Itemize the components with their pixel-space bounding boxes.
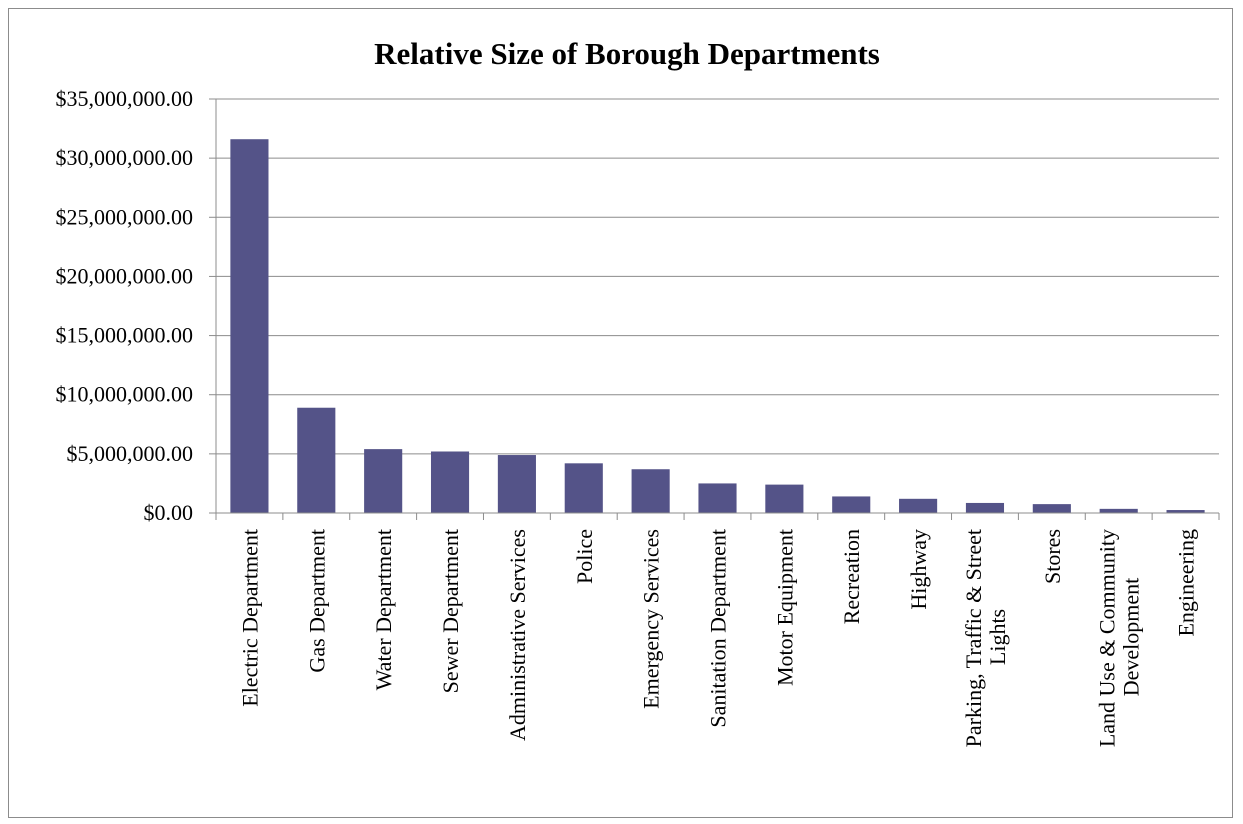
bar xyxy=(1032,504,1071,513)
bar xyxy=(430,451,470,513)
x-axis-category-labels: Electric Department Gas Department Water D… xyxy=(237,529,1198,747)
x-category-label-line: Water Department xyxy=(371,529,396,690)
x-category-label-line: Emergency Services xyxy=(639,529,664,709)
x-category-label: Electric Department xyxy=(237,529,262,707)
bar xyxy=(364,449,403,513)
x-category-label-line: Recreation xyxy=(839,529,864,624)
bar xyxy=(965,502,1005,513)
y-tick-label: $10,000,000.00 xyxy=(56,382,194,407)
x-category-label: Police xyxy=(572,529,597,584)
bar-chart: Relative Size of Borough Departments $0.… xyxy=(56,36,1220,747)
x-category-label: Parking, Traffic & StreetLights xyxy=(961,529,1010,747)
x-category-label-line: Stores xyxy=(1040,529,1065,584)
x-category-label: Land Use & CommunityDevelopment xyxy=(1095,529,1144,747)
y-tick-label: $25,000,000.00 xyxy=(56,204,194,229)
bar xyxy=(832,496,871,513)
bar xyxy=(631,469,670,513)
x-category-label: Engineering xyxy=(1174,529,1199,637)
x-category-label-line: Administrative Services xyxy=(505,529,530,741)
x-category-label: Water Department xyxy=(371,529,396,690)
bar xyxy=(899,498,938,513)
x-category-label: Recreation xyxy=(839,529,864,624)
y-tick-label: $15,000,000.00 xyxy=(56,323,194,348)
y-axis-tick-labels: $0.00 $5,000,000.00 $10,000,000.00 $15,000,… xyxy=(56,86,194,525)
x-category-label-line: Parking, Traffic & Street xyxy=(961,529,986,747)
x-category-label-line: Motor Equipment xyxy=(772,529,797,686)
x-category-label: Sewer Department xyxy=(438,529,463,693)
y-tick-label: $20,000,000.00 xyxy=(56,263,194,288)
bar xyxy=(297,407,336,513)
x-category-label-line: Development xyxy=(1119,578,1144,697)
axes xyxy=(209,98,1220,520)
y-tick-label: $0.00 xyxy=(144,500,194,525)
x-category-label: Highway xyxy=(906,529,931,610)
x-category-label-line: Engineering xyxy=(1174,529,1199,637)
chart-title: Relative Size of Borough Departments xyxy=(374,36,880,71)
x-category-label-line: Sewer Department xyxy=(438,529,463,693)
bar xyxy=(564,463,603,513)
bar xyxy=(497,455,536,513)
x-category-label-line: Sanitation Department xyxy=(706,529,731,728)
bars xyxy=(230,139,1205,513)
x-category-label-line: Police xyxy=(572,529,597,584)
bar xyxy=(1099,508,1138,513)
x-category-label-line: Electric Department xyxy=(237,529,262,707)
x-category-label: Sanitation Department xyxy=(706,529,731,728)
gridlines xyxy=(216,98,1219,455)
x-category-label: Motor Equipment xyxy=(772,529,797,686)
bar xyxy=(698,483,737,513)
bar xyxy=(1166,510,1205,513)
x-category-label-line: Land Use & Community xyxy=(1095,529,1120,747)
bar xyxy=(765,484,804,513)
x-category-label: Gas Department xyxy=(304,529,329,673)
x-category-label: Administrative Services xyxy=(505,529,530,741)
y-tick-label: $35,000,000.00 xyxy=(56,86,194,111)
bar xyxy=(230,139,269,513)
x-category-label-line: Lights xyxy=(985,609,1010,665)
x-category-label: Emergency Services xyxy=(639,529,664,709)
x-category-label: Stores xyxy=(1040,529,1065,584)
x-category-label-line: Gas Department xyxy=(304,529,329,673)
y-tick-label: $30,000,000.00 xyxy=(56,145,194,170)
x-category-label-line: Highway xyxy=(906,529,931,610)
y-tick-label: $5,000,000.00 xyxy=(67,441,194,466)
chart-frame: Relative Size of Borough Departments $0.… xyxy=(8,8,1233,818)
